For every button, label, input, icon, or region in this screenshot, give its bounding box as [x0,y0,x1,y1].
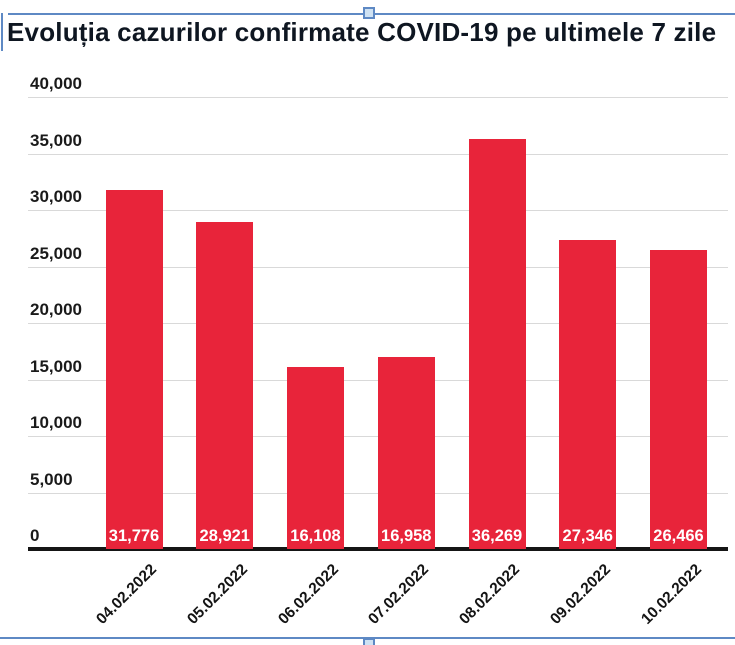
selection-resize-handle-bottom[interactable] [363,638,375,645]
x-tick-label: 04.02.2022 [93,561,161,628]
bar-value-label: 27,346 [562,527,613,545]
y-tick-label: 40,000 [30,74,82,93]
bar-08.02.2022: 36,269 [468,139,526,549]
bar-value-label: 36,269 [471,527,523,545]
bar-09.02.2022: 27,346 [559,240,617,549]
bar-06.02.2022: 16,108 [287,366,344,549]
gridline [28,153,728,155]
selection-border-left [1,13,3,51]
selection-resize-handle-top[interactable] [363,7,375,19]
y-tick-label: 5,000 [30,469,73,489]
bar-10.02.2022: 26,466 [650,249,707,549]
plot-area: 0 5,000 10,000 15,000 20,000 25,000 30,000 35,0… [28,75,728,628]
y-tick-label: 10,000 [30,413,82,432]
y-tick-label: 35,000 [30,130,82,150]
y-tick-label: 30,000 [30,187,82,206]
y-tick-label: 0 [30,526,40,545]
gridline [28,210,728,211]
bar-07.02.2022: 16,958 [377,357,435,549]
bar-05.02.2022: 28,921 [196,222,254,549]
y-tick-label: 20,000 [30,300,82,319]
gridline [28,266,728,268]
y-tick-label: 15,000 [30,356,82,376]
bar-value-label: 16,958 [381,527,432,545]
x-axis-baseline [28,547,728,551]
gridline [28,97,728,98]
gridline [28,323,728,324]
bar-04.02.2022: 31,776 [105,189,163,549]
bar-value-label: 28,921 [199,527,250,545]
bar-value-label: 16,108 [290,527,341,545]
bar-value-label: 26,466 [653,527,704,545]
bar-value-label: 31,776 [108,527,160,545]
y-tick-label: 25,000 [30,243,82,263]
chart-title: Evoluția cazurilor confirmate COVID-19 p… [7,17,717,47]
